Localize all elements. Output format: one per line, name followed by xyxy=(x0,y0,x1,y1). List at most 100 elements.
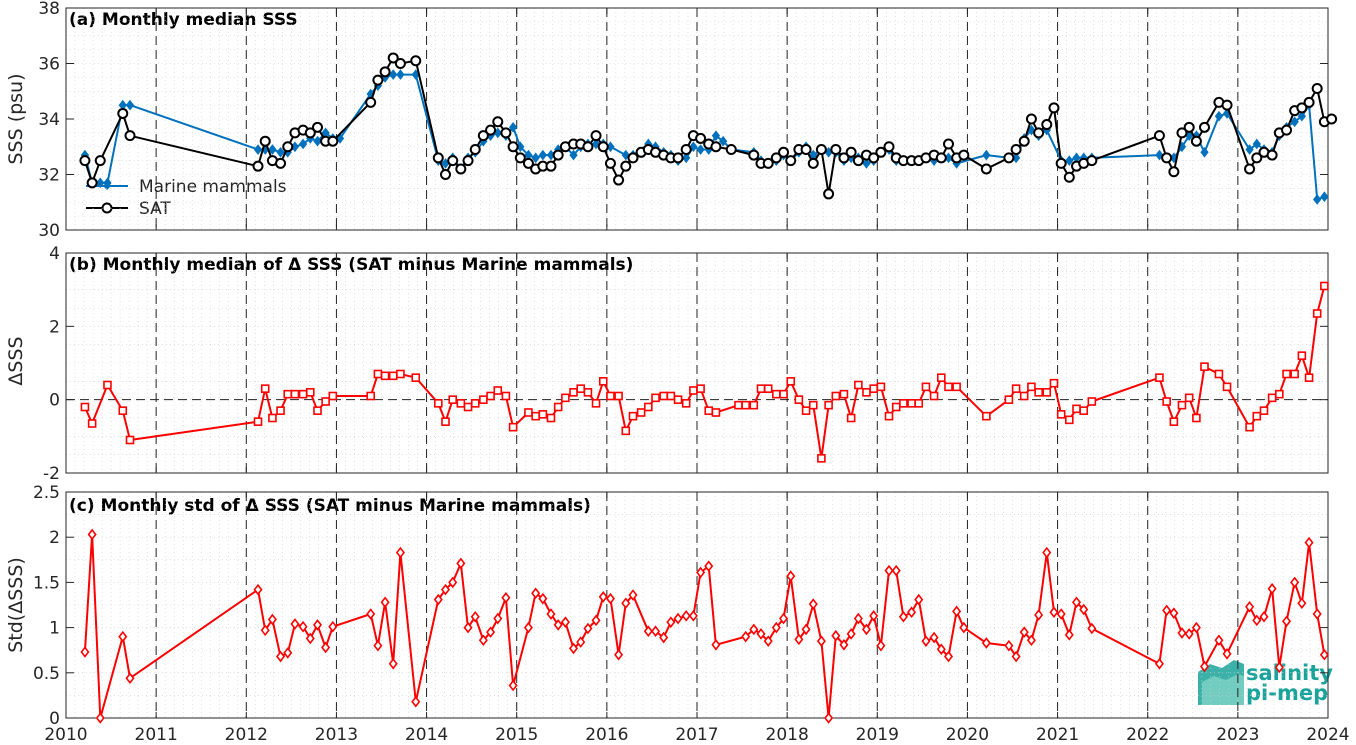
data-point-diamond xyxy=(276,650,286,663)
data-point-diamond xyxy=(696,144,705,155)
data-point-circle xyxy=(410,55,422,67)
data-point-circle xyxy=(1033,127,1045,139)
data-point-circle xyxy=(432,152,444,164)
data-point-diamond xyxy=(621,597,631,609)
data-point-diamond xyxy=(1034,609,1044,621)
data-point-square xyxy=(628,411,638,421)
series-0-1 xyxy=(79,52,1338,200)
data-point-diamond xyxy=(831,629,841,642)
data-point-diamond xyxy=(1252,138,1261,150)
data-point-diamond xyxy=(1071,596,1082,609)
data-point-diamond xyxy=(719,135,728,147)
data-point-square xyxy=(283,389,293,399)
data-point-circle xyxy=(447,155,459,167)
data-point-circle xyxy=(485,124,497,136)
data-point-circle xyxy=(590,130,602,142)
data-point-circle xyxy=(1183,121,1195,133)
data-point-circle xyxy=(252,160,264,172)
data-point-circle xyxy=(282,141,294,153)
data-point-square xyxy=(614,391,623,401)
data-point-diamond xyxy=(1319,648,1329,661)
data-point-diamond xyxy=(1297,597,1307,609)
y-tick-label: 38 xyxy=(38,0,60,19)
data-point-diamond xyxy=(1214,110,1224,122)
series-1-0 xyxy=(80,281,1329,463)
data-point-circle xyxy=(852,155,864,167)
data-point-diamond xyxy=(696,566,706,579)
data-point-square xyxy=(749,400,759,410)
data-point-diamond xyxy=(816,635,826,647)
data-point-square xyxy=(1155,373,1164,382)
data-point-diamond xyxy=(486,626,496,638)
y-tick-label: 1 xyxy=(49,619,60,639)
data-point-diamond xyxy=(982,149,991,161)
data-point-square xyxy=(899,399,908,408)
data-point-square xyxy=(1004,395,1014,404)
data-point-square xyxy=(321,397,330,406)
data-point-square xyxy=(1222,382,1232,392)
data-point-diamond xyxy=(682,152,691,164)
data-point-diamond xyxy=(771,621,781,634)
data-point-diamond xyxy=(1297,110,1306,122)
data-point-diamond xyxy=(666,616,676,628)
data-point-circle xyxy=(1003,152,1015,164)
data-point-square xyxy=(1169,417,1179,426)
data-point-circle xyxy=(94,155,106,167)
data-point-diamond xyxy=(1177,627,1187,639)
data-point-square xyxy=(644,402,653,412)
panel-2: 0 0.5 1 1.5 2 2.5 2010 2011 2012 2013 2014 2015 2016… xyxy=(33,483,1350,745)
data-point-circle xyxy=(552,149,564,161)
data-point-square xyxy=(1162,397,1171,406)
data-point-diamond xyxy=(1064,629,1074,641)
data-point-diamond xyxy=(373,639,383,652)
data-point-diamond xyxy=(763,635,773,647)
data-point-square xyxy=(373,369,383,379)
data-point-circle xyxy=(1190,135,1202,147)
data-point-square xyxy=(591,399,601,408)
data-point-circle xyxy=(958,149,970,161)
data-point-square xyxy=(808,400,818,410)
data-point-diamond xyxy=(1214,634,1224,647)
data-point-circle xyxy=(275,157,287,169)
data-point-diamond xyxy=(756,628,766,640)
data-point-square xyxy=(1312,309,1322,318)
data-point-diamond xyxy=(869,610,879,622)
data-point-diamond xyxy=(1320,191,1329,203)
data-point-square xyxy=(366,391,375,401)
x-tick-label: 2019 xyxy=(856,725,899,745)
data-point-circle xyxy=(492,116,504,128)
data-point-circle xyxy=(672,152,684,164)
data-point-circle xyxy=(942,138,954,150)
data-point-diamond xyxy=(1222,648,1232,660)
data-point-diamond xyxy=(643,625,653,638)
x-tick-label: 2010 xyxy=(44,725,87,745)
data-point-circle xyxy=(117,107,129,119)
data-point-circle xyxy=(1281,124,1293,136)
x-tick-label: 2023 xyxy=(1216,725,1259,745)
data-point-diamond xyxy=(125,99,135,111)
data-point-diamond xyxy=(741,630,751,643)
data-point-circle xyxy=(462,155,474,167)
data-point-circle xyxy=(838,152,850,164)
data-point-square xyxy=(1087,397,1097,406)
data-point-square xyxy=(982,411,991,421)
data-point-diamond xyxy=(388,657,398,670)
data-point-circle xyxy=(627,152,639,164)
data-point-diamond xyxy=(1042,546,1052,559)
data-point-circle xyxy=(868,152,880,164)
data-point-diamond xyxy=(914,593,924,606)
data-point-square xyxy=(441,417,450,426)
data-point-square xyxy=(921,382,931,392)
data-point-circle xyxy=(304,127,316,139)
data-point-diamond xyxy=(298,620,308,633)
x-tick-label: 2016 xyxy=(585,725,628,745)
data-point-square xyxy=(553,402,563,412)
data-point-diamond xyxy=(395,546,405,559)
data-point-square xyxy=(936,373,946,382)
data-point-diamond xyxy=(801,623,811,636)
data-point-square xyxy=(1072,404,1081,414)
data-point-diamond xyxy=(433,593,443,606)
data-point-diamond xyxy=(1290,576,1300,589)
data-point-square xyxy=(260,384,270,393)
